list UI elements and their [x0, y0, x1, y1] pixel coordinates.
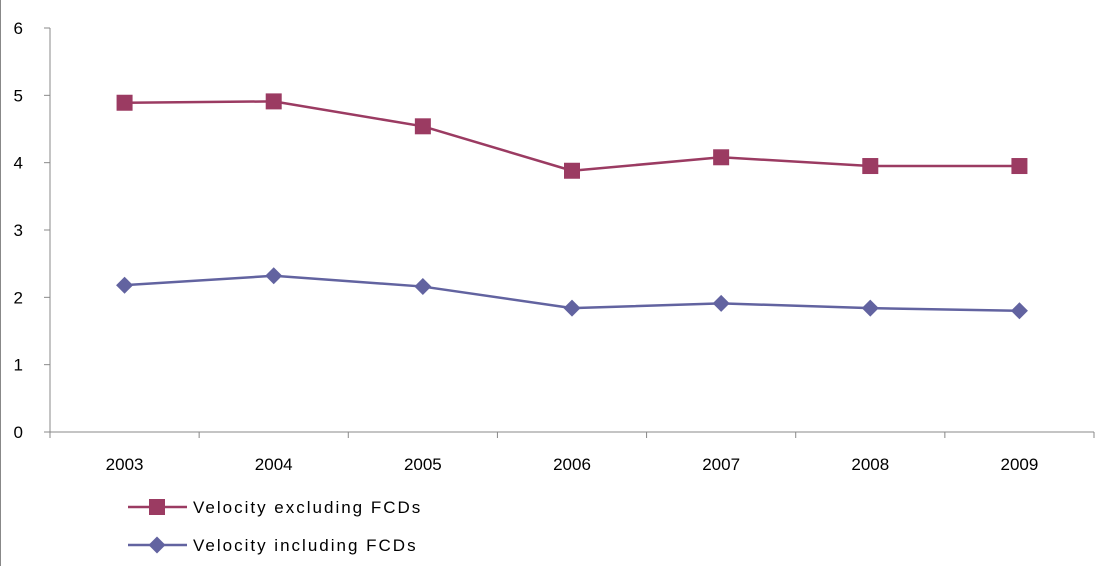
y-tick-label: 1 [14, 356, 23, 375]
y-tick-label: 0 [14, 423, 23, 442]
axes: 0 1 2 3 4 5 6 2003 2004 2005 2006 2007 2008 2009 [14, 19, 1095, 474]
x-tick-label: 2006 [553, 455, 591, 474]
data-point [265, 267, 283, 285]
data-point [712, 294, 730, 312]
x-tick-label: 2008 [851, 455, 889, 474]
data-point [414, 278, 432, 296]
x-tick-label: 2004 [255, 455, 293, 474]
data-point [116, 94, 133, 111]
x-tick-label: 2009 [1001, 455, 1039, 474]
y-tick-label: 5 [14, 86, 23, 105]
series-layer [116, 93, 1028, 320]
data-point [1011, 158, 1028, 175]
data-point [861, 299, 879, 317]
y-tick-label: 2 [14, 288, 23, 307]
x-tick-label: 2003 [106, 455, 144, 474]
y-tick-label: 4 [14, 154, 23, 173]
legend-label: Velocity including FCDs [193, 536, 418, 555]
x-tick-label: 2005 [404, 455, 442, 474]
data-point [265, 93, 282, 110]
legend-marker [148, 536, 166, 554]
y-tick-label: 6 [14, 19, 23, 38]
data-point [564, 162, 580, 179]
y-tick-label: 3 [14, 221, 23, 240]
data-point [414, 118, 431, 135]
data-point [116, 276, 134, 294]
data-point [862, 158, 879, 175]
data-point [1010, 302, 1028, 320]
x-tick-label: 2007 [702, 455, 740, 474]
series-line [124, 100, 1020, 172]
data-point [563, 299, 581, 317]
data-point [713, 149, 730, 166]
legend-label: Velocity excluding FCDs [193, 498, 422, 517]
legend: Velocity excluding FCDs Velocity includin… [128, 498, 422, 555]
legend-marker [149, 499, 165, 515]
